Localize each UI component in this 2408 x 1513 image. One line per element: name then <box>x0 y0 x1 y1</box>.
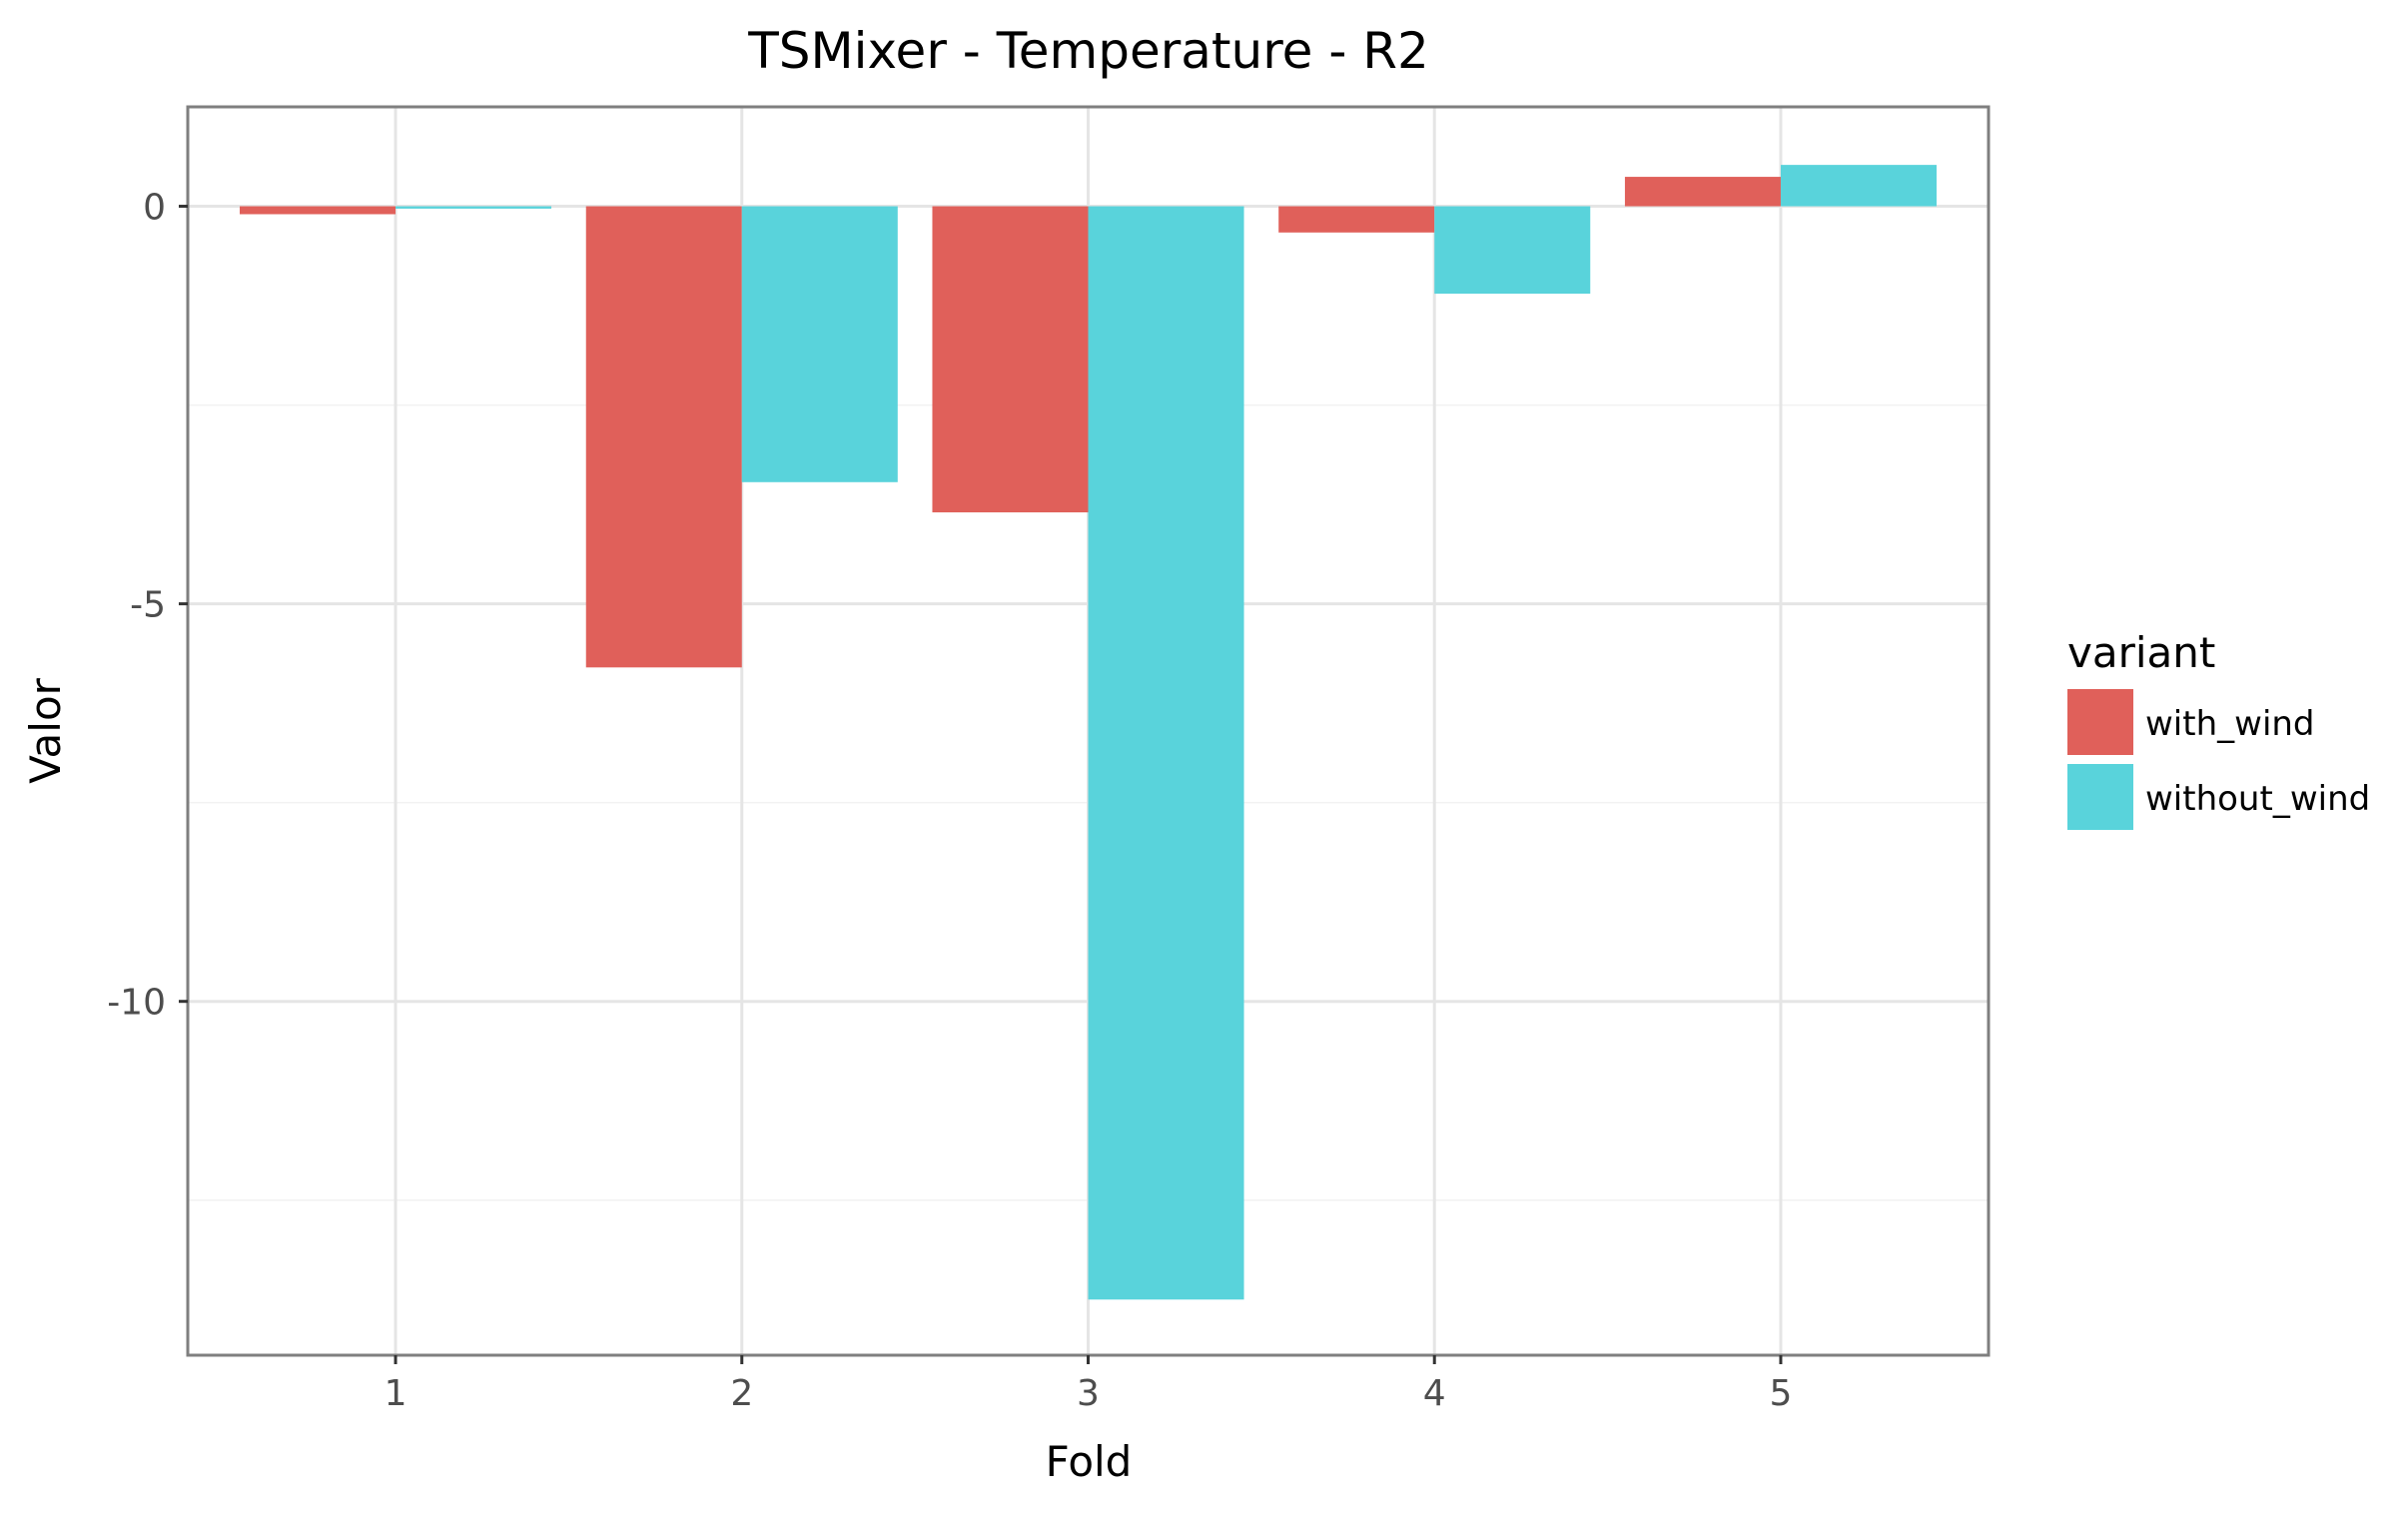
bar-without_wind-fold-2 <box>741 206 898 482</box>
bar-with_wind-fold-2 <box>585 206 742 668</box>
legend-label-without_wind: without_wind <box>2145 779 2370 819</box>
x-tick-label: 5 <box>1770 1373 1793 1414</box>
bars <box>240 165 1937 1300</box>
x-tick-label: 3 <box>1077 1373 1100 1414</box>
bar-without_wind-fold-3 <box>1088 206 1244 1300</box>
bar-with_wind-fold-3 <box>932 206 1089 513</box>
y-axis: 0 -5 -10 <box>107 188 188 1024</box>
legend-swatch-with_wind <box>2067 689 2133 755</box>
x-axis-label: Fold <box>1046 1437 1133 1486</box>
legend-title: variant <box>2067 628 2215 677</box>
bar-with_wind-fold-1 <box>240 206 397 215</box>
bar-without_wind-fold-1 <box>396 206 552 209</box>
bar-without_wind-fold-4 <box>1434 206 1591 295</box>
x-tick-label: 1 <box>385 1373 407 1414</box>
chart-title: TSMixer - Temperature - R2 <box>747 22 1429 80</box>
bar-with_wind-fold-5 <box>1624 177 1781 207</box>
y-tick-label: -5 <box>130 585 166 626</box>
legend-label-with_wind: with_wind <box>2145 704 2315 744</box>
x-axis: 1 2 3 4 5 <box>385 1355 1793 1414</box>
legend: variant with_wind without_wind <box>2067 628 2370 830</box>
y-axis-label: Valor <box>21 677 70 784</box>
y-tick-label: 0 <box>143 188 166 229</box>
x-tick-label: 4 <box>1423 1373 1446 1414</box>
x-tick-label: 2 <box>730 1373 753 1414</box>
bar-with_wind-fold-4 <box>1278 206 1435 233</box>
bar-without_wind-fold-5 <box>1780 165 1937 207</box>
y-tick-label: -10 <box>107 983 166 1024</box>
legend-swatch-without_wind <box>2067 764 2133 830</box>
